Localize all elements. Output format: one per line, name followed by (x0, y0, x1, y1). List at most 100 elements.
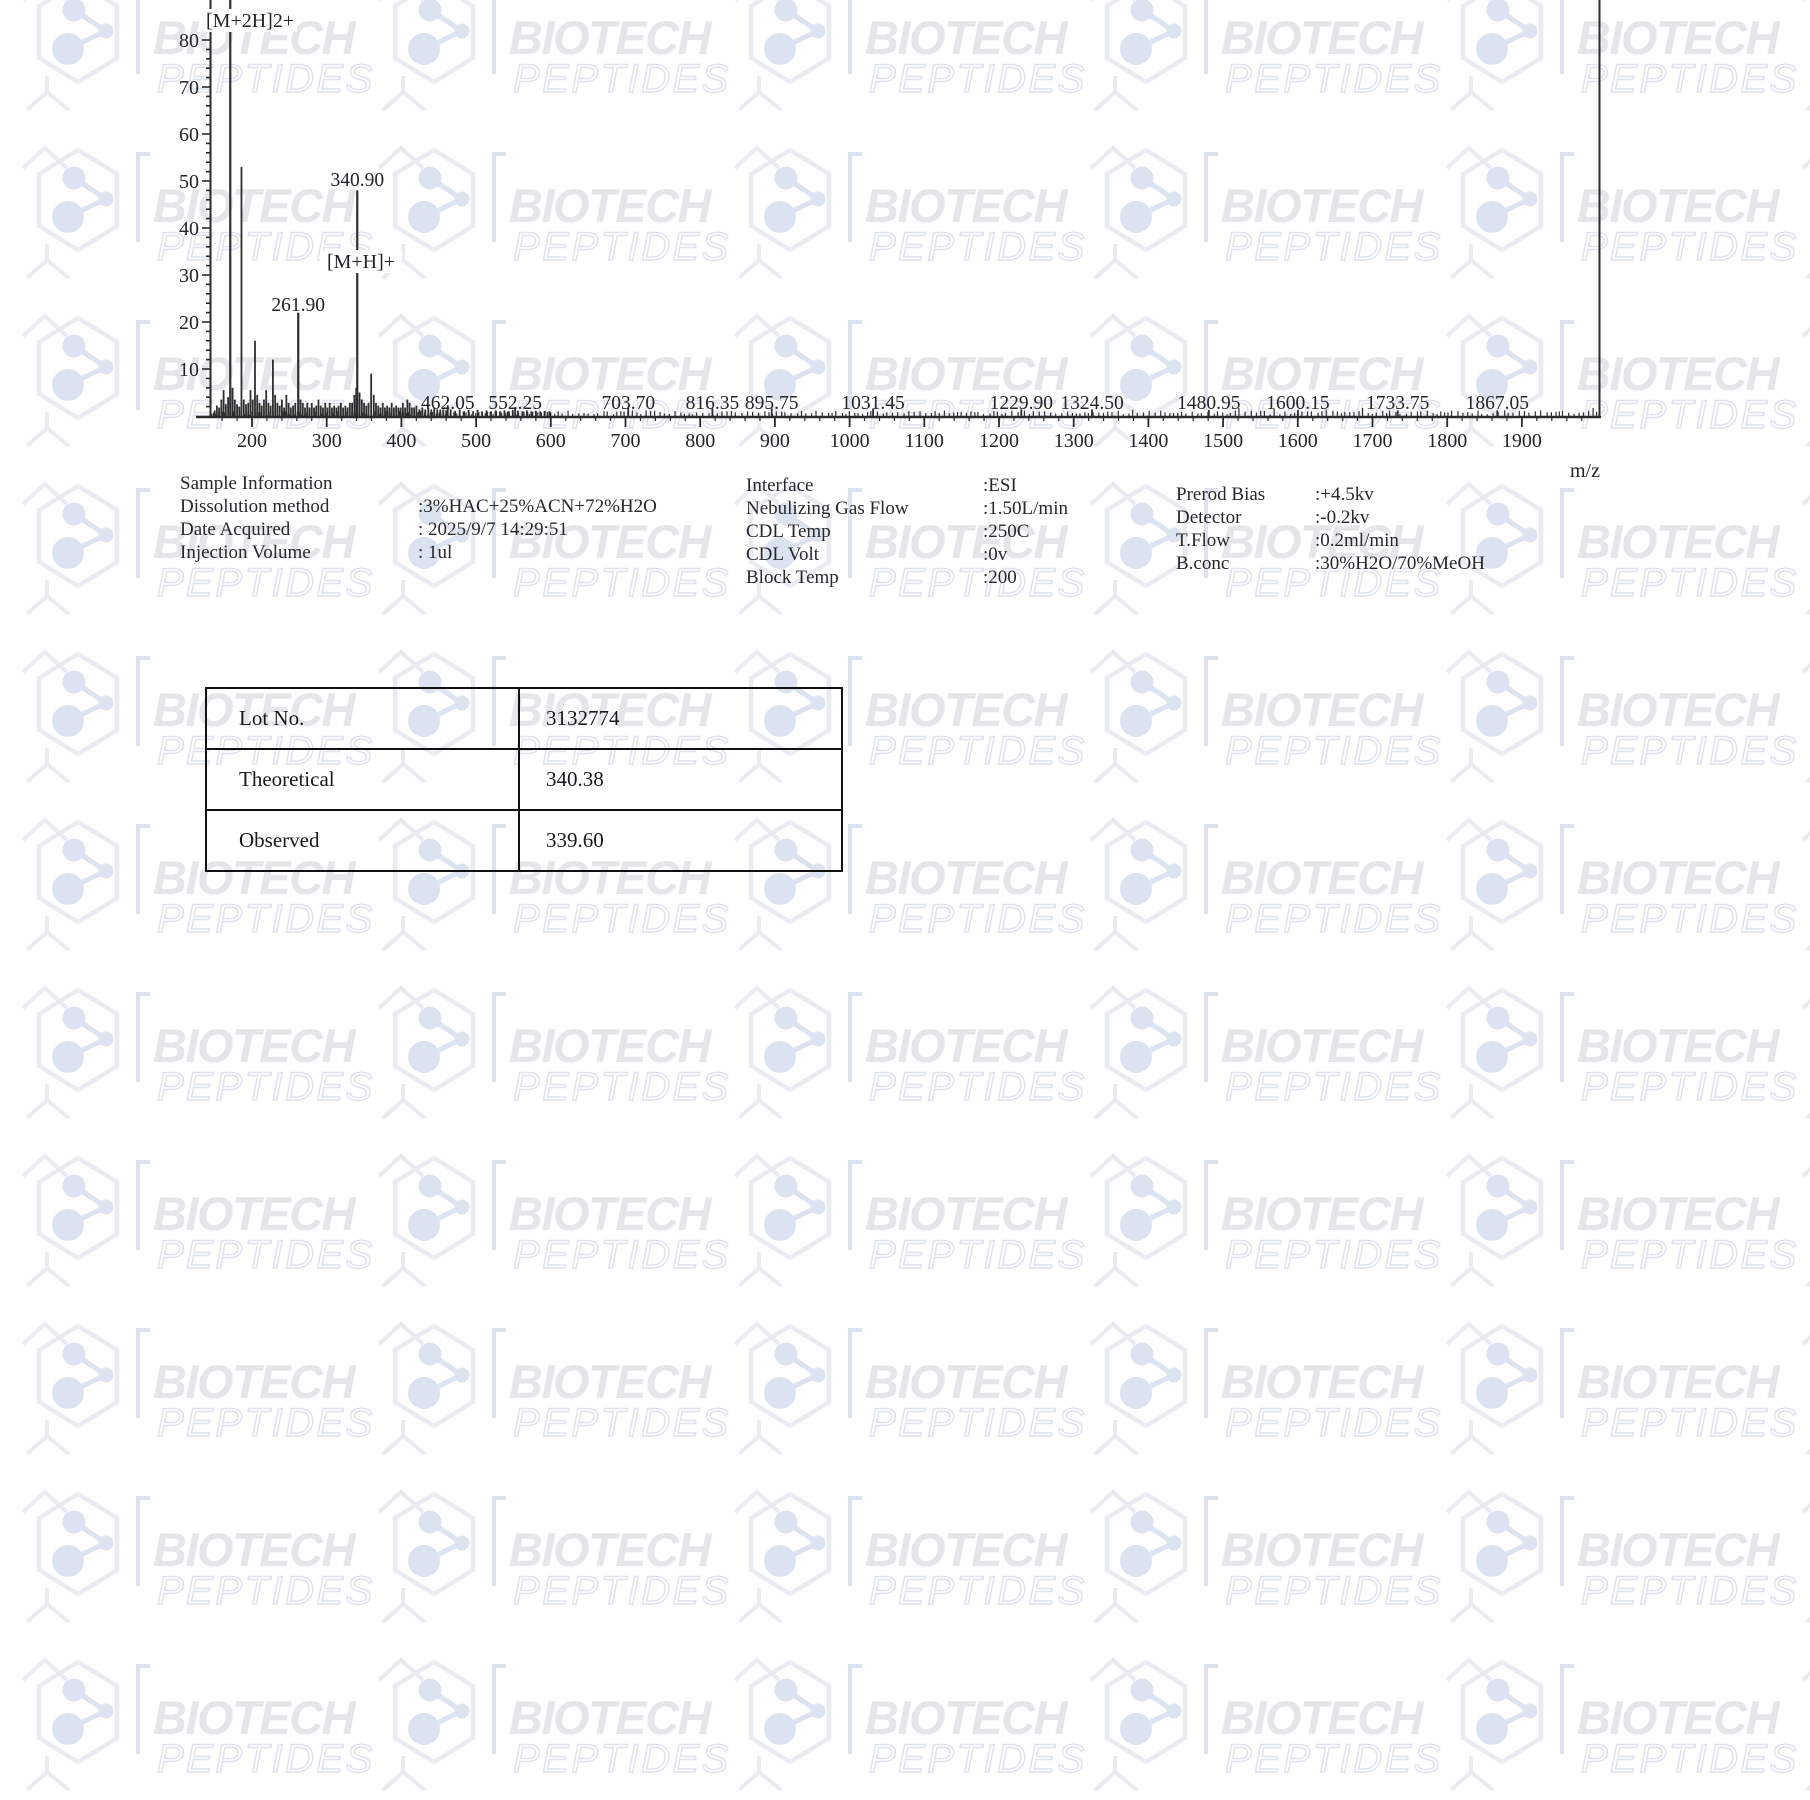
watermark-line1: BIOTECH (1221, 515, 1425, 568)
bracket-icon (848, 824, 862, 914)
bracket-icon (1560, 320, 1574, 410)
bracket-icon (848, 992, 862, 1082)
biotech-peptides-hexagon-molecule-logo: BIOTECH PEPTIDES (1801, 998, 1810, 1120)
hexagon-fragment-bottom-icon (1093, 76, 1139, 112)
y-tick-label: 20 (179, 312, 199, 334)
biotech-peptides-hexagon-molecule-logo: BIOTECH PEPTIDES (377, 1489, 729, 1624)
results-table: Lot No. 3132774 Theoretical 340.38 Obser… (205, 687, 843, 872)
watermark-line2: PEPTIDES (1225, 729, 1443, 773)
watermark-line1: BIOTECH (509, 1523, 713, 1576)
watermark-line1: BIOTECH (1577, 347, 1781, 400)
bracket-icon (136, 0, 140, 74)
hexagon-fragment-bottom-icon (381, 1084, 427, 1120)
bracket-icon (136, 1160, 150, 1250)
hexagon-fragment-bottom-icon (381, 1756, 427, 1792)
biotech-peptides-hexagon-molecule-logo: BIOTECH PEPTIDES (1445, 1321, 1797, 1456)
biotech-peptides-hexagon-molecule-logo: BIOTECH PEPTIDES (21, 1153, 373, 1288)
hexagon-outline-icon (36, 1155, 120, 1261)
bracket-icon (1560, 1160, 1574, 1250)
watermark-line2: PEPTIDES (1581, 1569, 1799, 1613)
molecule-atoms-icon (1120, 502, 1182, 569)
hexagon-outline-icon (1104, 1491, 1188, 1597)
molecule-atoms-icon (764, 1678, 826, 1745)
hexagon-fragment-top-icon (733, 1321, 781, 1346)
info-value: :0v (983, 544, 1008, 565)
watermark-line1: BIOTECH (1577, 1019, 1781, 1072)
molecule-atoms-icon (1120, 1678, 1182, 1745)
watermark-line1: BIOTECH (865, 1019, 1069, 1072)
hexagon-fragment-bottom-icon (25, 1756, 71, 1792)
watermark-line1: BIOTECH (865, 347, 1069, 400)
x-tick-label: 1300 (1054, 430, 1094, 452)
biotech-peptides-hexagon-molecule-logo: BIOTECH PEPTIDES (21, 481, 375, 616)
watermark-line1: BIOTECH (509, 11, 713, 64)
watermark-line2: PEPTIDES (513, 1065, 731, 1109)
y-tick-label: 70 (179, 77, 199, 99)
table-row-value: 339.60 (518, 809, 843, 872)
watermark-line2: PEPTIDES (869, 897, 1087, 941)
bracket-icon (1204, 1328, 1218, 1418)
y-tick-label: 80 (179, 30, 199, 52)
hexagon-fragment-bottom-icon (1093, 748, 1139, 784)
hexagon-fragment-bottom-icon (1093, 1588, 1139, 1624)
molecule-atoms-icon (1476, 1174, 1538, 1241)
watermark-line2: PEPTIDES (1225, 1569, 1443, 1613)
molecule-atoms-icon (408, 1174, 470, 1241)
watermark-line2: PEPTIDES (513, 57, 731, 101)
hexagon-fragment-bottom-icon (25, 1084, 71, 1120)
watermark-line2: PEPTIDES (1225, 225, 1443, 269)
watermark-line2: PEPTIDES (1225, 1737, 1443, 1781)
biotech-peptides-hexagon-molecule-logo: BIOTECH PEPTIDES (1445, 1657, 1797, 1792)
table-row: Lot No. 3132774 (205, 687, 843, 750)
hexagon-fragment-top-icon (1445, 1657, 1493, 1682)
hexagon-outline-icon (748, 0, 832, 85)
hexagon-fragment-top-icon (1089, 1657, 1137, 1682)
hexagon-fragment-top-icon (1801, 1334, 1810, 1346)
watermark-line1: BIOTECH (1577, 179, 1781, 232)
bracket-icon (136, 320, 150, 410)
watermark-line2: PEPTIDES (157, 561, 375, 605)
molecule-atoms-icon (408, 0, 470, 65)
biotech-peptides-hexagon-molecule-logo: BIOTECH PEPTIDES (1801, 1670, 1810, 1792)
info-label: Detector (1176, 507, 1242, 528)
hexagon-outline-icon (36, 0, 120, 85)
hexagon-fragment-top-icon (21, 1321, 69, 1346)
watermark-line1: BIOTECH (153, 1523, 357, 1576)
hexagon-fragment-top-icon (1445, 649, 1493, 674)
biotech-peptides-hexagon-molecule-logo: BIOTECH PEPTIDES (1445, 817, 1799, 952)
biotech-peptides-hexagon-molecule-logo: BIOTECH PEPTIDES (377, 481, 729, 616)
watermark-line2: PEPTIDES (513, 225, 731, 269)
hexagon-fragment-bottom-icon (25, 1252, 71, 1288)
hexagon-outline-icon (392, 1491, 476, 1597)
bracket-icon (1204, 1160, 1218, 1250)
molecule-atoms-icon (1120, 1006, 1182, 1073)
bracket-icon (1204, 488, 1218, 578)
biotech-peptides-hexagon-molecule-logo: BIOTECH PEPTIDES (733, 1321, 1085, 1456)
hexagon-fragment-bottom-icon (737, 1420, 783, 1456)
molecule-atoms-icon (1120, 1342, 1182, 1409)
bracket-icon (136, 152, 150, 242)
hexagon-fragment-bottom-icon (381, 1588, 427, 1624)
watermark-line1: BIOTECH (153, 1019, 357, 1072)
watermark-line2: PEPTIDES (1581, 897, 1799, 941)
sample-information-header: Sample Information (180, 473, 333, 494)
hexagon-fragment-bottom-icon (1449, 916, 1495, 952)
hexagon-outline-icon (1104, 1659, 1188, 1765)
hexagon-fragment-top-icon (1089, 1321, 1137, 1346)
watermark-line1: BIOTECH (865, 851, 1069, 904)
watermark-line2: PEPTIDES (1225, 561, 1443, 605)
molecule-atoms-icon (52, 1510, 114, 1577)
bracket-icon (848, 488, 862, 578)
x-tick-label: 1900 (1502, 430, 1542, 452)
hexagon-fragment-top-icon (1445, 985, 1493, 1010)
hexagon-outline-icon (1460, 147, 1544, 253)
info-row: B.conc:30%H2O/70%MeOH (1176, 552, 1485, 575)
molecule-atoms-icon (52, 502, 114, 569)
molecule-atoms-icon (1476, 166, 1538, 233)
molecule-atoms-icon (408, 502, 470, 569)
bracket-icon (492, 1496, 506, 1586)
bracket-icon (1560, 1328, 1574, 1418)
peak-label: 1031.45 (841, 393, 904, 414)
watermark-line2: PEPTIDES (157, 1401, 375, 1445)
mz-axis-title: m/z (1570, 460, 1600, 482)
